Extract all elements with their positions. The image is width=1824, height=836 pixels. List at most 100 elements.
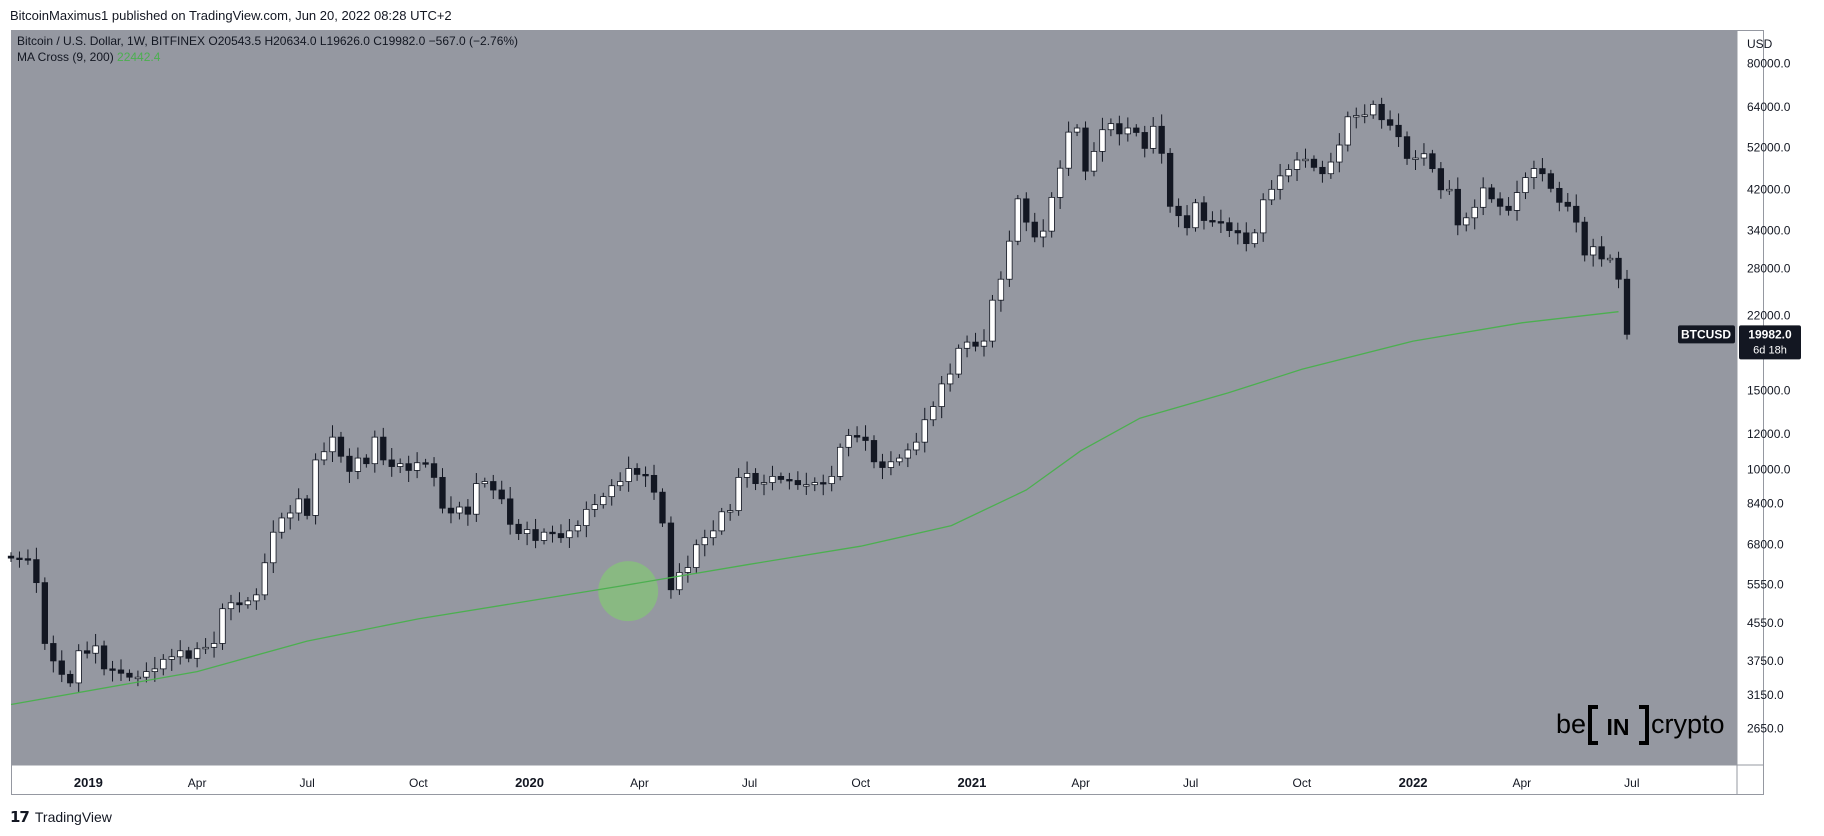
y-tick-label: 52000.0 [1747, 141, 1791, 155]
candle [862, 436, 869, 441]
candle [1598, 246, 1605, 260]
candle [1183, 215, 1191, 229]
legend-ohlc-key: C [373, 34, 382, 48]
candle [549, 531, 556, 535]
candle [980, 340, 988, 347]
x-tick-label: Oct [409, 776, 428, 790]
candle [811, 482, 818, 486]
candle [253, 594, 260, 602]
candle [710, 530, 717, 539]
candle [887, 461, 895, 468]
candle [1590, 246, 1597, 256]
candle [388, 459, 395, 467]
candle [430, 463, 438, 478]
watermark-left: be [1556, 709, 1586, 739]
y-tick-label: 3750.0 [1747, 654, 1784, 668]
candle [1006, 240, 1013, 280]
candle [287, 512, 294, 519]
candle [261, 562, 268, 596]
candle [193, 648, 201, 659]
candle [1251, 232, 1258, 245]
ticker-tag [1678, 325, 1735, 344]
candle [879, 461, 886, 468]
candle [109, 668, 116, 671]
candle [1530, 168, 1538, 178]
candle [202, 646, 209, 650]
candle [701, 537, 708, 546]
candle [735, 477, 742, 511]
x-tick-label: Apr [630, 776, 649, 790]
candle [566, 530, 573, 539]
candle [1209, 220, 1216, 223]
candle [58, 660, 65, 675]
candle [1268, 188, 1275, 201]
candle [1505, 205, 1512, 211]
price-badge: BTCUSD 19982.0 6d 18h [1678, 325, 1801, 360]
y-tick-label: 2650.0 [1747, 722, 1784, 736]
candle [397, 463, 404, 467]
y-tick-label: 28000.0 [1747, 261, 1791, 275]
watermark-middle: IN [1607, 714, 1630, 740]
candle [1234, 230, 1241, 234]
candle [1276, 175, 1284, 190]
candle [1217, 221, 1225, 224]
candle [1319, 166, 1326, 175]
candle [540, 531, 548, 541]
candle [244, 600, 252, 606]
candle [684, 567, 692, 573]
candle [523, 529, 531, 534]
candle [83, 650, 91, 654]
candle [718, 511, 725, 532]
candle [464, 506, 472, 515]
candle [143, 671, 150, 678]
candle [278, 517, 285, 533]
candle [1023, 198, 1030, 223]
candle [151, 668, 158, 672]
candle [219, 608, 226, 644]
y-tick-label: 4550.0 [1747, 616, 1784, 630]
candle [1463, 217, 1470, 226]
candle [845, 435, 852, 448]
candle [126, 672, 133, 678]
x-tick-label: Apr [1513, 776, 1532, 790]
candle [913, 441, 920, 451]
candle [963, 341, 971, 349]
candle [752, 472, 759, 485]
candle [1496, 198, 1504, 207]
candle [1073, 127, 1081, 133]
legend-ohlc-key: H [264, 34, 273, 48]
price-chart[interactable]: USD 80000.0 64000.0 52000.0 42000.0 34000.0 28… [0, 0, 1824, 800]
indicator-name: MA Cross (9, 200) [17, 50, 117, 64]
legend-ohlc-value: 19626.0 [327, 34, 374, 48]
candle [439, 477, 446, 509]
candle [67, 673, 74, 684]
candle [447, 507, 455, 514]
candle [363, 457, 370, 465]
last-price: 19982.0 [1748, 327, 1792, 341]
y-tick-label: 6800.0 [1747, 538, 1784, 552]
candle [380, 436, 387, 461]
candle [574, 525, 582, 532]
y-tick-label: 80000.0 [1747, 57, 1791, 71]
candle [896, 457, 903, 463]
candle [1429, 153, 1436, 170]
legend-indicator: MA Cross (9, 200) 22442.4 [17, 50, 161, 64]
x-tick-label: Jul [1183, 776, 1198, 790]
candle [946, 373, 954, 385]
candle [134, 676, 142, 680]
candle [117, 669, 125, 674]
x-tick-label: 2021 [957, 775, 986, 790]
candle [1243, 232, 1250, 245]
candle [955, 347, 962, 375]
candle [1412, 157, 1419, 160]
candle [185, 650, 192, 659]
legend-ohlc-key: L [320, 34, 327, 48]
candle [853, 435, 861, 438]
candle [354, 457, 362, 472]
price-tag [1739, 325, 1801, 360]
y-tick-label: 15000.0 [1747, 383, 1791, 397]
candle [600, 496, 607, 506]
candle [777, 476, 785, 480]
candle [1166, 152, 1174, 207]
candle [1488, 187, 1495, 200]
